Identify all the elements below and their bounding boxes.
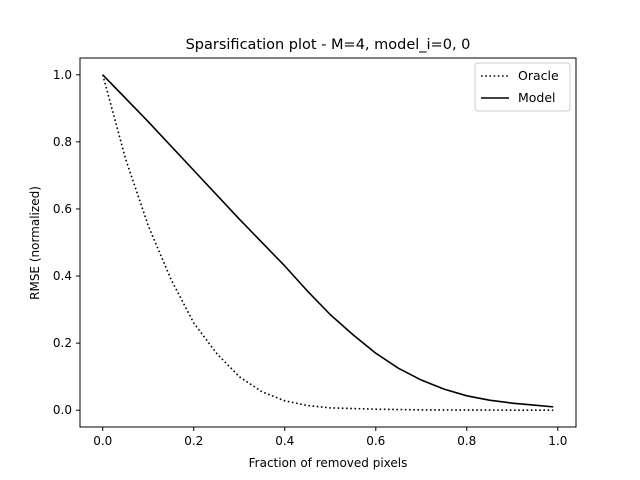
x-tick-label: 0.8 xyxy=(457,434,476,448)
x-tick-label: 0.0 xyxy=(93,434,112,448)
y-tick-label: 0.6 xyxy=(53,202,72,216)
legend-model-label: Model xyxy=(518,90,556,105)
legend-oracle-label: Oracle xyxy=(518,68,559,83)
y-axis-label: RMSE (normalized) xyxy=(28,186,42,300)
y-tick-label: 0.8 xyxy=(53,135,72,149)
x-tick-label: 1.0 xyxy=(548,434,567,448)
x-axis-label: Fraction of removed pixels xyxy=(249,456,408,470)
x-tick-label: 0.6 xyxy=(366,434,385,448)
plot-area xyxy=(101,74,554,412)
y-tick-label: 1.0 xyxy=(53,68,72,82)
y-axis: 0.0 0.2 0.4 0.6 0.8 1.0 xyxy=(53,68,80,417)
y-tick-label: 0.4 xyxy=(53,269,72,283)
axes-frame xyxy=(79,57,577,428)
x-tick-label: 0.4 xyxy=(275,434,294,448)
x-tick-label: 0.2 xyxy=(184,434,203,448)
chart-title: Sparsification plot - M=4, model_i=0, 0 xyxy=(186,37,471,53)
series-oracle-line xyxy=(101,74,554,412)
x-axis: 0.0 0.2 0.4 0.6 0.8 1.0 xyxy=(93,427,567,448)
y-tick-label: 0.2 xyxy=(53,336,72,350)
y-tick-label: 0.0 xyxy=(53,403,72,417)
legend: Oracle Model xyxy=(474,62,571,112)
legend-box xyxy=(474,62,571,112)
series-model-line xyxy=(102,74,554,408)
